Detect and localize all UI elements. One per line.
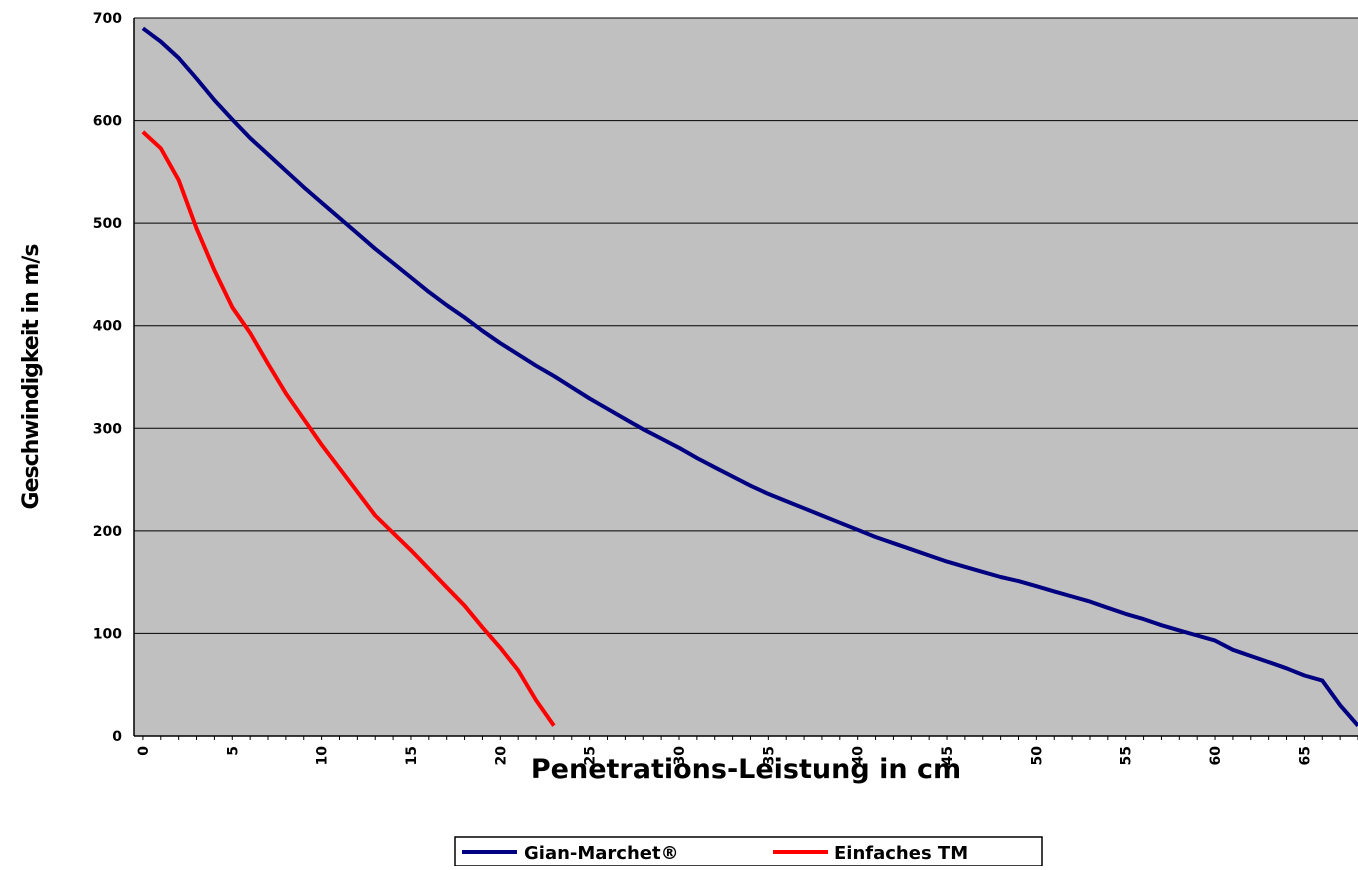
x-tick-label-10: 10 [315, 746, 331, 766]
legend-label-einfaches-tm: Einfaches TM [834, 843, 968, 864]
x-tick-label-45: 45 [940, 746, 956, 765]
x-axis-title: Penetrations-Leistung in cm [531, 754, 961, 785]
x-tick-label-35: 35 [761, 746, 777, 765]
x-tick-label-20: 20 [493, 746, 509, 766]
legend-label-gian-marchet: Gian-Marchet® [524, 843, 679, 864]
y-tick-label-400: 400 [93, 319, 122, 335]
grid-lines [134, 17, 1358, 634]
series-line-gian-marchet [141, 26, 1358, 728]
axes: 0 100 200 300 400 500 600 700 0 5 10 15 20 25 30 35 40 45… [93, 11, 1358, 765]
x-tick-label-50: 50 [1029, 746, 1045, 766]
y-tick-label-100: 100 [93, 626, 122, 642]
y-axis-title: Geschwindigkeit in m/s [19, 244, 44, 510]
y-tick-label-200: 200 [93, 524, 122, 540]
x-tick-label-40: 40 [851, 746, 867, 766]
y-tick-label-700: 700 [93, 11, 122, 27]
series-layer [141, 26, 1358, 728]
plot-area [134, 18, 1358, 736]
y-tick-label-0: 0 [112, 729, 122, 745]
y-tick-label-500: 500 [93, 216, 122, 232]
y-tick-label-600: 600 [93, 114, 122, 130]
x-tick-label-5: 5 [225, 746, 241, 756]
x-tick-label-55: 55 [1119, 746, 1135, 765]
series-line-einfaches-tm [141, 130, 556, 727]
legend-box [454, 836, 1043, 867]
x-tick-label-60: 60 [1208, 746, 1224, 766]
x-tick-label-65: 65 [1297, 746, 1313, 765]
x-tick-label-25: 25 [583, 746, 599, 765]
x-tick-label-0: 0 [136, 746, 152, 756]
legend: Gian-Marchet® Einfaches TM [454, 836, 1043, 867]
x-tick-label-15: 15 [404, 746, 420, 765]
y-tick-label-300: 300 [93, 421, 122, 437]
x-tick-label-30: 30 [672, 746, 688, 766]
